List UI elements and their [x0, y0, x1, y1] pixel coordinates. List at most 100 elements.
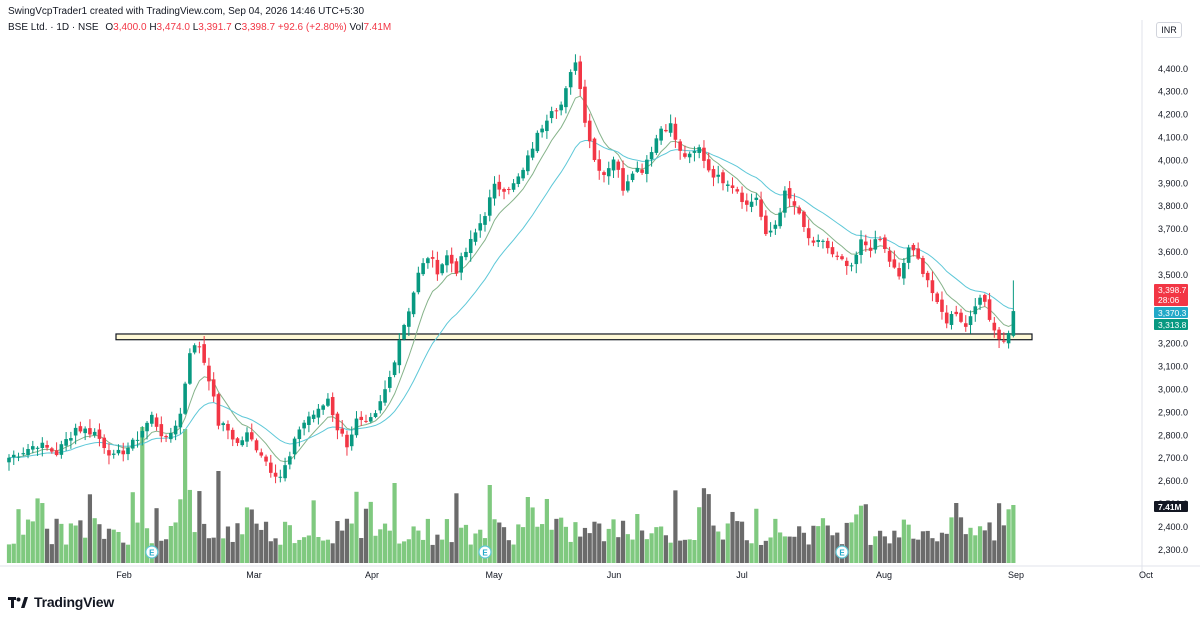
candle-body[interactable] [373, 413, 378, 417]
candle-body[interactable] [583, 86, 587, 123]
candle-body[interactable] [892, 259, 897, 268]
candle-body[interactable] [963, 323, 968, 327]
candle-body[interactable] [316, 408, 321, 418]
candle-body[interactable] [269, 462, 273, 473]
candle-body[interactable] [616, 161, 621, 170]
candle-body[interactable] [654, 138, 659, 153]
support-zone[interactable] [115, 333, 1033, 341]
candle-body[interactable] [944, 312, 949, 324]
candle-body[interactable] [78, 426, 83, 432]
candle-body[interactable] [492, 183, 497, 199]
candle-body[interactable] [135, 439, 140, 441]
candle-body[interactable] [202, 344, 206, 363]
candle-body[interactable] [364, 420, 368, 422]
candle-body[interactable] [745, 200, 749, 205]
candle-body[interactable] [368, 417, 373, 422]
candle-body[interactable] [259, 452, 264, 456]
candle-body[interactable] [787, 188, 792, 199]
candle-body[interactable] [45, 444, 49, 448]
earnings-marker[interactable] [478, 545, 492, 559]
candle-body[interactable] [883, 237, 887, 249]
candle-body[interactable] [730, 185, 735, 188]
candle-body[interactable] [792, 201, 797, 206]
candle-body[interactable] [311, 414, 316, 419]
candle-body[interactable] [130, 439, 135, 449]
candle-body[interactable] [297, 429, 302, 440]
candle-body[interactable] [445, 255, 449, 266]
candle-body[interactable] [526, 155, 530, 172]
candle-body[interactable] [411, 292, 416, 315]
candle-body[interactable] [768, 230, 773, 233]
candle-body[interactable] [978, 297, 982, 305]
candle-body[interactable] [11, 454, 16, 458]
candle-body[interactable] [430, 257, 435, 259]
candle-body[interactable] [578, 61, 582, 89]
candle-body[interactable] [321, 405, 325, 410]
candle-body[interactable] [521, 169, 525, 179]
candle-body[interactable] [611, 159, 616, 171]
candle-body[interactable] [554, 110, 559, 112]
candle-body[interactable] [754, 197, 759, 200]
candle-body[interactable] [435, 259, 440, 275]
candle-body[interactable] [564, 88, 568, 108]
candle-body[interactable] [73, 427, 78, 436]
candle-body[interactable] [359, 416, 364, 421]
candle-body[interactable] [54, 450, 59, 456]
candle-body[interactable] [92, 431, 97, 436]
candle-body[interactable] [887, 250, 892, 262]
candle-body[interactable] [911, 244, 916, 251]
candle-body[interactable] [783, 190, 787, 213]
candle-body[interactable] [849, 265, 854, 267]
candle-body[interactable] [330, 397, 335, 416]
candle-body[interactable] [897, 268, 901, 277]
candle-body[interactable] [31, 446, 35, 450]
candle-body[interactable] [97, 429, 102, 439]
candle-body[interactable] [549, 111, 554, 119]
candle-body[interactable] [692, 151, 697, 153]
candle-body[interactable] [402, 324, 406, 340]
candle-body[interactable] [916, 248, 920, 259]
candle-body[interactable] [240, 440, 245, 446]
candle-body[interactable] [954, 311, 959, 315]
candle-body[interactable] [740, 192, 744, 203]
candle-body[interactable] [559, 104, 563, 111]
candle-body[interactable] [987, 299, 992, 320]
candle-body[interactable] [973, 306, 978, 315]
candle-body[interactable] [459, 256, 463, 273]
candle-body[interactable] [621, 168, 625, 191]
candle-body[interactable] [26, 449, 30, 456]
candle-body[interactable] [345, 434, 349, 448]
candle-body[interactable] [107, 450, 111, 456]
candle-body[interactable] [50, 448, 54, 452]
candle-body[interactable] [673, 123, 678, 140]
candle-body[interactable] [1011, 311, 1016, 336]
candle-body[interactable] [635, 167, 640, 172]
candle-body[interactable] [264, 456, 268, 462]
candle-body[interactable] [283, 465, 287, 479]
candle-body[interactable] [573, 62, 578, 71]
candle-body[interactable] [668, 123, 673, 133]
candle-body[interactable] [449, 254, 454, 264]
candle-body[interactable] [426, 258, 430, 264]
candle-body[interactable] [626, 181, 630, 191]
candle-body[interactable] [302, 422, 306, 429]
candle-body[interactable] [507, 188, 511, 190]
candle-body[interactable] [288, 456, 292, 465]
earnings-marker[interactable] [145, 545, 159, 559]
candle-body[interactable] [335, 413, 340, 431]
candle-body[interactable] [959, 312, 963, 322]
candle-body[interactable] [873, 239, 878, 250]
candle-body[interactable] [859, 239, 863, 256]
candle-body[interactable] [188, 353, 192, 384]
candle-body[interactable] [759, 199, 763, 217]
candle-body[interactable] [516, 176, 521, 185]
candle-body[interactable] [602, 172, 606, 175]
candle-body[interactable] [764, 215, 768, 235]
candle-body[interactable] [811, 240, 816, 243]
candle-body[interactable] [802, 211, 806, 228]
candle-body[interactable] [178, 413, 183, 428]
candle-body[interactable] [307, 416, 311, 425]
candle-body[interactable] [997, 329, 1001, 340]
candle-body[interactable] [645, 159, 649, 174]
